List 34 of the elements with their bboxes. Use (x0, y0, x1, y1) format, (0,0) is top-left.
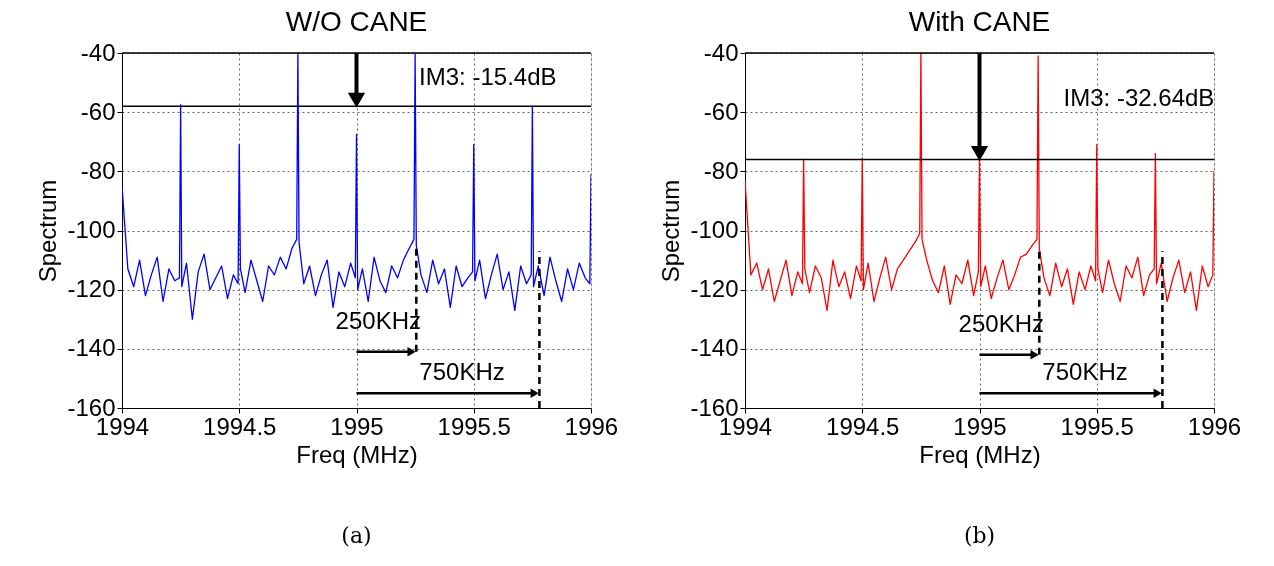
y-tick-label: -60 (80, 97, 116, 125)
annotation: IM3: -32.64dB (1063, 84, 1215, 112)
x-tick-label: 1996 (1187, 412, 1242, 440)
chart-title: With CANE (908, 6, 1051, 37)
x-tick-label: 1995.5 (1060, 412, 1134, 440)
x-tick-label: 1994.5 (203, 412, 277, 440)
y-tick-label: -40 (80, 38, 116, 66)
y-tick-label: -100 (690, 216, 739, 243)
chart-title: W/O CANE (285, 6, 428, 37)
x-tick-label: 1995 (330, 412, 384, 440)
y-tick-label: -100 (67, 216, 116, 243)
annotation: 750KHz (419, 357, 505, 385)
annotation: 250KHz (958, 310, 1044, 338)
y-tick-label: -40 (703, 38, 739, 66)
x-axis-title: Freq (MHz) (919, 440, 1041, 468)
y-tick-label: -80 (80, 156, 116, 184)
x-tick-label: 1995 (953, 412, 1007, 440)
y-tick-label: -80 (703, 156, 739, 184)
text: (a) (341, 523, 372, 548)
y-axis-title: Spectrum (34, 179, 62, 283)
x-tick-label: 1994.5 (826, 412, 900, 440)
annotation: IM3: -15.4dB (419, 62, 557, 90)
y-tick-label: -60 (703, 97, 739, 125)
text: (b) (963, 523, 996, 548)
y-tick-label: -140 (67, 334, 116, 362)
annotation: 750KHz (1042, 357, 1128, 385)
y-axis-title: Spectrum (657, 179, 685, 283)
x-tick-label: 1996 (564, 412, 619, 440)
x-tick-label: 1995.5 (437, 412, 511, 440)
annotation: 250KHz (335, 307, 421, 335)
y-tick-label: -140 (690, 334, 739, 362)
y-tick-label: -120 (67, 275, 116, 303)
x-axis-title: Freq (MHz) (296, 440, 418, 468)
y-tick-label: -120 (690, 275, 739, 303)
